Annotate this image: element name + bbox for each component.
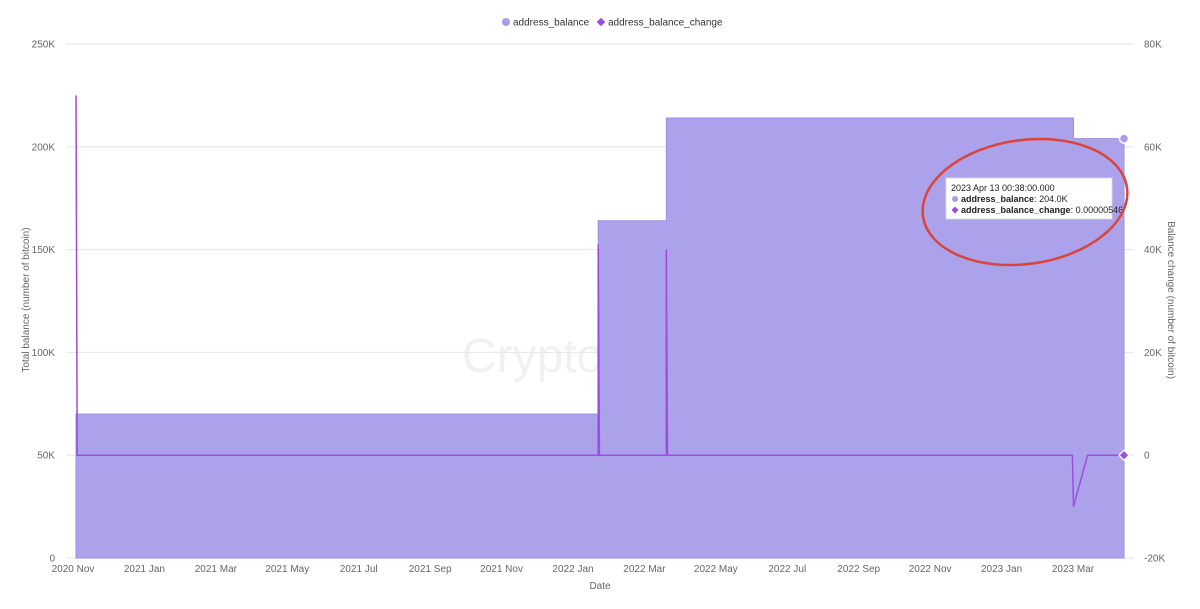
x-tick-label: 2021 Mar	[195, 564, 238, 575]
x-tick-label: 2023 Jan	[981, 564, 1022, 575]
legend-label: address_balance	[513, 18, 590, 29]
x-tick-label: 2020 Nov	[52, 564, 95, 575]
tooltip-row-balance: address_balance: 204.0K	[961, 194, 1068, 204]
x-tick-label: 2022 Nov	[909, 564, 952, 575]
tooltip-series-name: address_balance_change	[961, 205, 1071, 215]
legend-diamond-icon	[596, 17, 606, 27]
y-axis-left-title: Total balance (number of bitcoin)	[21, 227, 32, 372]
x-tick-label: 2022 Jul	[768, 564, 806, 575]
x-tick-label: 2021 Sep	[409, 564, 452, 575]
y-left-tick-label: 200K	[32, 142, 56, 153]
tooltip-circle-icon	[952, 196, 958, 202]
annotation-ellipse	[921, 137, 1129, 267]
x-tick-label: 2022 May	[694, 564, 738, 575]
y-right-tick-label: -20K	[1144, 554, 1165, 565]
y-right-tick-label: 40K	[1144, 245, 1162, 256]
hover-markers	[1118, 133, 1130, 461]
tooltip-value: 0.00000546	[1076, 205, 1124, 215]
x-tick-label: 2022 Sep	[837, 564, 880, 575]
tooltip-sep: :	[1034, 194, 1039, 204]
legend[interactable]: address_balance address_balance_change	[502, 18, 723, 29]
x-tick-label: 2021 Jul	[340, 564, 378, 575]
y-axis-right: -20K 0 20K 40K 60K 80K	[1144, 40, 1165, 565]
y-left-tick-label: 250K	[32, 40, 56, 51]
tooltip-value: 204.0K	[1039, 194, 1068, 204]
y-left-tick-label: 50K	[37, 451, 55, 462]
change-line-path	[75, 95, 1124, 507]
change-line	[75, 95, 1124, 507]
y-right-tick-label: 20K	[1144, 348, 1162, 359]
x-tick-label: 2022 Mar	[623, 564, 666, 575]
x-axis: 2020 Nov 2021 Jan 2021 Mar 2021 May 2021 Jul…	[52, 564, 1095, 575]
x-tick-label: 2021 May	[265, 564, 309, 575]
x-tick-label: 2021 Nov	[480, 564, 523, 575]
tooltip-series-name: address_balance	[961, 194, 1034, 204]
x-tick-label: 2023 Mar	[1052, 564, 1095, 575]
y-right-tick-label: 60K	[1144, 142, 1162, 153]
y-axis-right-title: Balance change (number of bitcoin)	[1165, 221, 1176, 379]
tooltip-diamond-icon	[951, 206, 959, 214]
tooltip: 2023 Apr 13 00:38:00.000 address_balance…	[945, 177, 1123, 220]
tooltip-box	[945, 177, 1113, 220]
y-right-tick-label: 80K	[1144, 40, 1162, 51]
tooltip-sep: :	[1071, 205, 1076, 215]
y-axis-left: 0 50K 100K 150K 200K 250K	[32, 40, 56, 565]
tooltip-row-change: address_balance_change: 0.00000546	[961, 205, 1123, 215]
y-left-tick-label: 0	[49, 554, 55, 565]
x-tick-label: 2022 Jan	[552, 564, 593, 575]
change-hover-marker	[1118, 449, 1130, 461]
legend-item-address-balance-change[interactable]: address_balance_change	[596, 17, 723, 29]
legend-label: address_balance_change	[608, 18, 723, 29]
legend-circle-icon	[502, 18, 510, 26]
tooltip-date: 2023 Apr 13 00:38:00.000	[951, 183, 1055, 193]
balance-area-path	[75, 117, 1125, 559]
y-left-tick-label: 150K	[32, 245, 56, 256]
y-right-tick-label: 0	[1144, 451, 1150, 462]
x-tick-label: 2021 Jan	[124, 564, 165, 575]
x-axis-title: Date	[589, 581, 611, 592]
balance-hover-marker	[1118, 133, 1130, 144]
balance-area	[75, 117, 1125, 559]
legend-item-address-balance[interactable]: address_balance	[502, 18, 590, 29]
y-left-tick-label: 100K	[32, 348, 56, 359]
